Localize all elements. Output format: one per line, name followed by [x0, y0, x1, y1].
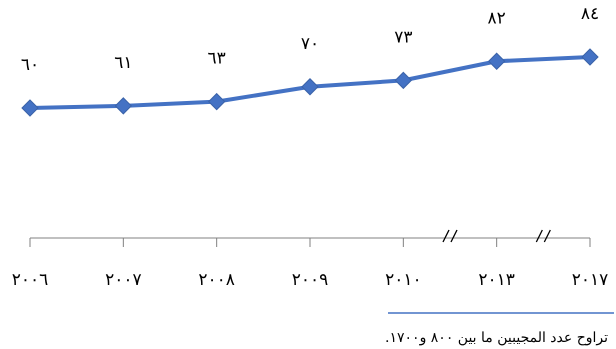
x-tick-label: ٢٠٠٨ [198, 270, 235, 290]
x-tick-label: ٢٠٠٦ [12, 270, 49, 290]
data-point-marker [114, 97, 133, 115]
axis-break-mark [450, 229, 458, 243]
data-label: ٨٤ [581, 4, 599, 24]
axis-break-mark [543, 229, 551, 243]
data-label: ٦١ [114, 53, 132, 73]
data-point-marker [487, 52, 506, 70]
data-label: ٦٠ [21, 55, 39, 75]
axis-break-mark [442, 229, 450, 243]
data-point-marker [581, 48, 599, 66]
x-tick-label: ٢٠٠٧ [105, 270, 142, 290]
data-point-marker [301, 78, 319, 96]
data-point-marker [394, 71, 413, 90]
data-label: ٦٣ [208, 49, 226, 69]
data-label: ٨٢ [488, 8, 506, 28]
x-tick-label: ٢٠١٣ [478, 270, 515, 290]
axis-break-mark [535, 229, 543, 243]
data-point-marker [207, 92, 226, 111]
x-tick-label: ٢٠١٠ [385, 270, 422, 290]
data-point-marker [21, 99, 39, 117]
x-tick-label: ٢٠٠٩ [292, 270, 329, 290]
x-tick-label: ٢٠١٧ [572, 270, 609, 290]
data-label: ٧٣ [394, 27, 412, 47]
footnote: تراوح عدد المجيبين ما بين ٨٠٠ و١٧٠٠. [385, 330, 608, 346]
data-label: ٧٠ [301, 34, 319, 54]
